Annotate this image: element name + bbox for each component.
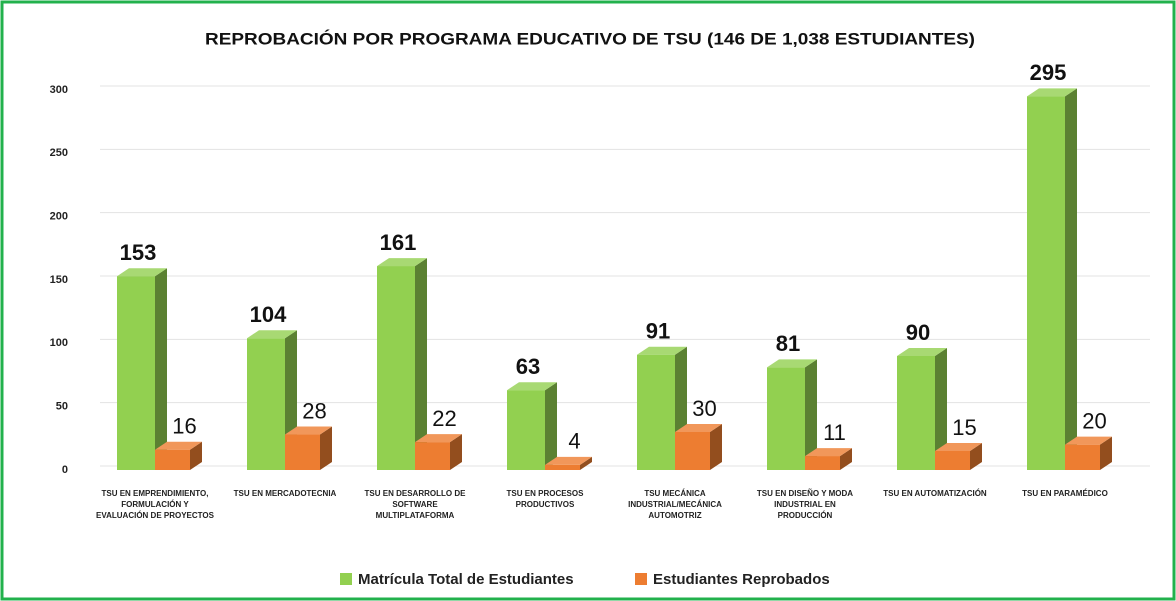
bar-top xyxy=(507,382,557,391)
data-label: 161 xyxy=(380,230,417,255)
bar-side xyxy=(155,268,167,470)
bar-top xyxy=(1065,436,1112,445)
bar-side xyxy=(450,434,462,470)
bar-top xyxy=(377,258,427,267)
bar xyxy=(285,434,320,470)
bar-top xyxy=(285,426,332,435)
bar-top xyxy=(155,441,202,450)
legend-swatch xyxy=(340,573,352,585)
data-label: 16 xyxy=(172,414,196,439)
bar xyxy=(117,276,155,470)
data-label: 28 xyxy=(302,398,326,423)
data-label: 15 xyxy=(952,415,976,440)
bar-side xyxy=(545,382,557,470)
legend-swatch xyxy=(635,573,647,585)
data-label: 104 xyxy=(250,302,287,327)
bar-top xyxy=(117,268,167,277)
data-label: 30 xyxy=(692,396,716,421)
x-tick-label: TSU EN DESARROLLO DE SOFTWARE MULTIPLATA… xyxy=(364,489,466,520)
bar xyxy=(1065,444,1100,470)
bar-side xyxy=(1100,436,1112,470)
bar xyxy=(935,451,970,470)
x-tick-label: TSU EN MERCADOTECNIA xyxy=(233,489,337,498)
legend-label: Estudiantes Reprobados xyxy=(653,571,830,588)
x-tick-label: TSU MECÁNICA INDUSTRIAL/MECÁNICA AUTOMOT… xyxy=(628,489,722,520)
bar-top xyxy=(637,346,687,355)
chart-title: REPROBACIÓN POR PROGRAMA EDUCATIVO DE TS… xyxy=(205,29,975,48)
bar-side xyxy=(805,359,817,470)
x-tick-label: TSU EN DISEÑO Y MODA INDUSTRIAL EN PRODU… xyxy=(756,489,854,520)
y-tick-label: 200 xyxy=(50,211,68,223)
bar-side xyxy=(415,258,427,470)
bar-top xyxy=(805,448,852,457)
bar-top xyxy=(247,330,297,339)
data-label: 22 xyxy=(432,406,456,431)
y-tick-label: 100 xyxy=(50,337,68,349)
bar-top xyxy=(675,424,722,432)
bar-side xyxy=(710,424,722,470)
bar xyxy=(897,356,935,470)
bar-side xyxy=(190,441,202,470)
x-tick-label: TSU EN EMPRENDIMIENTO, FORMULACIÓN Y EVA… xyxy=(96,489,214,520)
legend-label: Matrícula Total de Estudiantes xyxy=(358,571,574,588)
bar-top xyxy=(545,456,592,465)
data-label: 153 xyxy=(120,240,157,265)
bar-top xyxy=(415,434,462,443)
data-label: 63 xyxy=(516,354,540,379)
data-label: 11 xyxy=(823,420,846,445)
bar xyxy=(637,354,675,470)
data-label: 90 xyxy=(906,320,930,345)
bar-top xyxy=(767,359,817,368)
data-label: 295 xyxy=(1030,60,1067,85)
bar xyxy=(1027,96,1065,470)
bar-side xyxy=(580,456,592,470)
y-tick-label: 150 xyxy=(50,274,68,286)
y-tick-label: 250 xyxy=(50,147,68,159)
bar xyxy=(507,390,545,470)
bar-top xyxy=(1027,88,1077,97)
bar-top xyxy=(935,443,982,451)
bar xyxy=(415,442,450,470)
data-label: 81 xyxy=(776,331,800,356)
bar-side xyxy=(935,348,947,470)
y-tick-label: 300 xyxy=(50,84,68,96)
bar xyxy=(545,464,580,470)
y-tick-label: 0 xyxy=(62,464,68,476)
bar xyxy=(155,449,190,470)
bar xyxy=(377,266,415,470)
x-tick-label: TSU EN AUTOMATIZACIÓN xyxy=(883,489,987,498)
bar xyxy=(675,432,710,470)
bar xyxy=(247,338,285,470)
bar-side xyxy=(320,426,332,470)
data-label: 4 xyxy=(568,429,580,454)
y-tick-label: 50 xyxy=(56,401,68,413)
bar-side xyxy=(840,448,852,470)
x-tick-label: TSU EN PARAMÉDICO xyxy=(1022,489,1108,498)
bar-side xyxy=(1065,88,1077,470)
data-label: 20 xyxy=(1082,408,1106,433)
bar-side xyxy=(970,443,982,470)
data-label: 91 xyxy=(646,319,670,344)
bar xyxy=(805,456,840,470)
bar xyxy=(767,367,805,470)
x-tick-label: TSU EN PROCESOS PRODUCTIVOS xyxy=(506,489,584,509)
bar-top xyxy=(897,348,947,356)
